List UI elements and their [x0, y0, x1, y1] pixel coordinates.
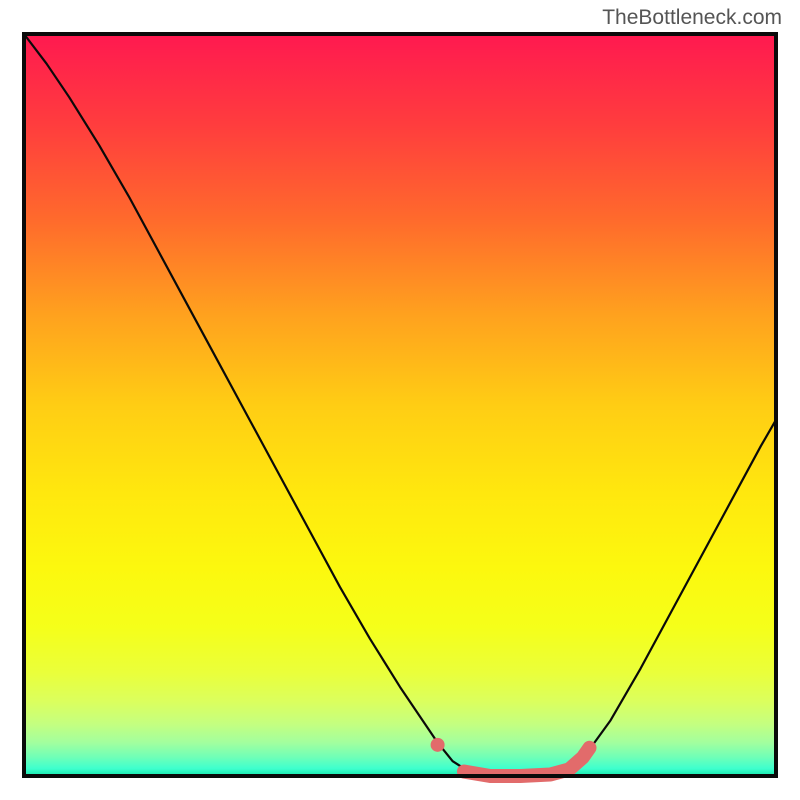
highlight-dot [431, 738, 445, 752]
chart-svg [0, 0, 800, 800]
watermark-text: TheBottleneck.com [602, 6, 782, 30]
chart-background [24, 34, 776, 776]
bottleneck-chart [0, 0, 800, 800]
